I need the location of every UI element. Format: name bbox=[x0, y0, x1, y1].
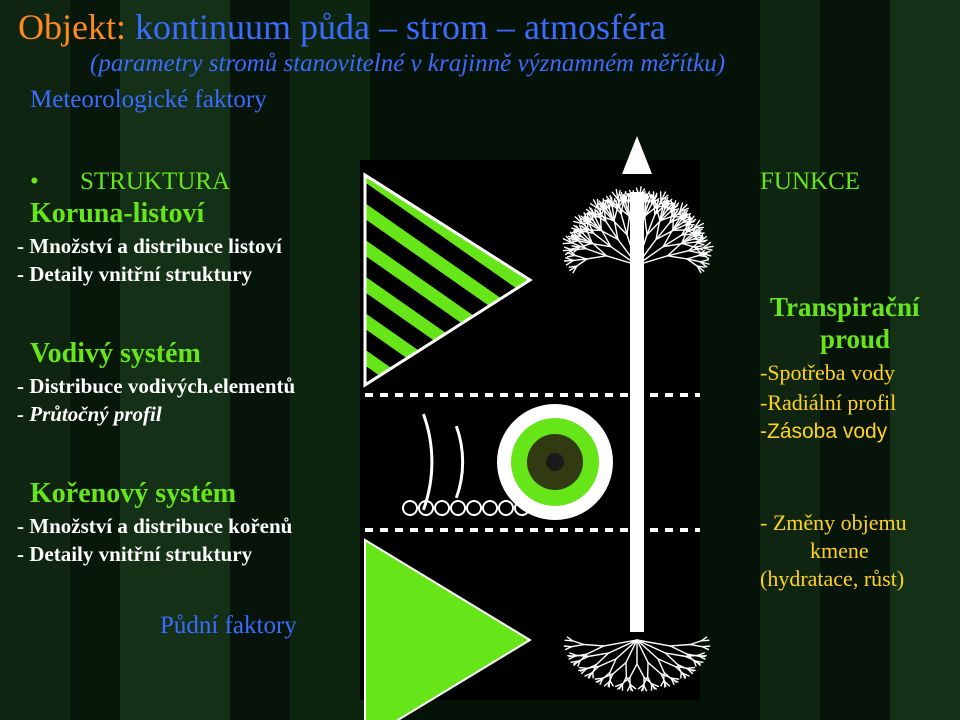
center-diagram bbox=[0, 0, 960, 720]
slide: Objekt: kontinuum půda – strom – atmosfé… bbox=[0, 0, 960, 720]
